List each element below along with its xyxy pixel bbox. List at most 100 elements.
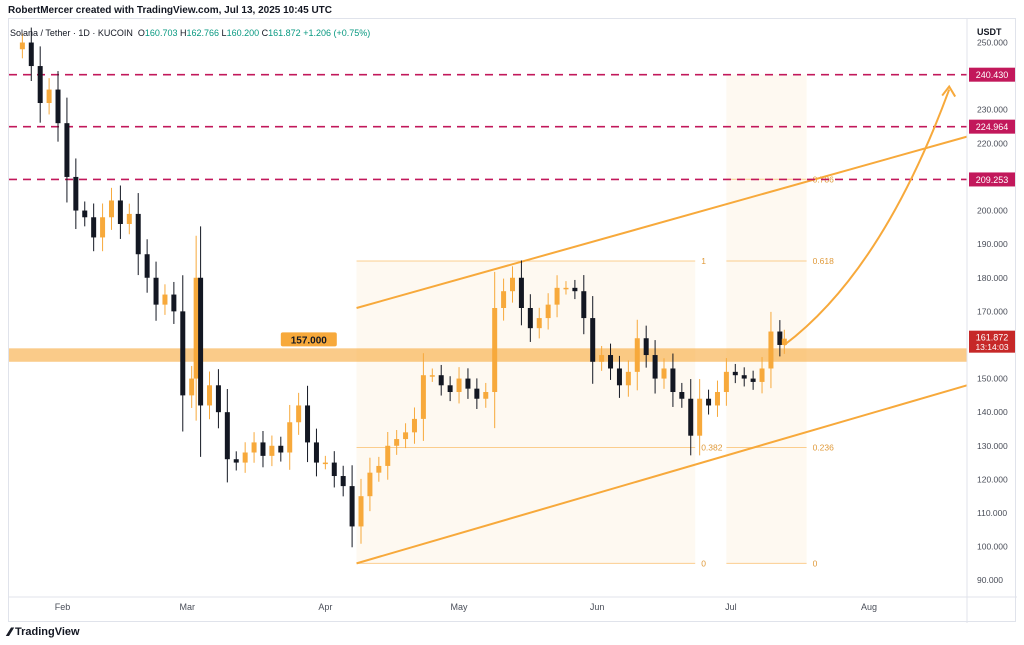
tradingview-logo-icon: ⁄⁄⁄ xyxy=(8,625,12,639)
y-tick-label: 200.000 xyxy=(977,206,1008,216)
candle-body xyxy=(625,371,631,386)
y-tick-label: 100.000 xyxy=(977,542,1008,552)
y-tick-label: 90.000 xyxy=(977,575,1003,585)
candle-body xyxy=(536,318,542,329)
candle-body xyxy=(714,392,720,406)
price-tag-label: 224.964 xyxy=(976,122,1009,132)
x-tick-label: Jun xyxy=(590,602,605,612)
candle-body xyxy=(518,277,524,308)
channel-lower-line xyxy=(356,384,968,565)
candle-body xyxy=(376,465,382,473)
close-value: 161.872 xyxy=(268,28,301,38)
candle-body xyxy=(420,375,426,419)
candle-body xyxy=(46,89,52,104)
price-tag-label: 240.430 xyxy=(976,70,1009,80)
candle-body xyxy=(207,385,213,406)
price-tag-label: 209.253 xyxy=(976,175,1009,185)
candle-body xyxy=(492,308,498,393)
candle-body xyxy=(643,338,649,356)
candle-body xyxy=(590,318,596,362)
candle-body xyxy=(554,287,560,305)
candle-body xyxy=(661,368,667,379)
candle-body xyxy=(349,486,355,527)
candle-body xyxy=(162,294,168,305)
high-label: H xyxy=(179,28,187,38)
candle-body xyxy=(616,368,622,386)
candle-body xyxy=(322,462,328,465)
candle-body xyxy=(679,392,685,399)
candle-body xyxy=(296,405,302,423)
fib-left-zone xyxy=(356,260,696,564)
candle-body xyxy=(385,445,391,466)
candle-body xyxy=(193,277,199,379)
y-tick-label: 140.000 xyxy=(977,407,1008,417)
close-label: C xyxy=(261,28,269,38)
candle-body xyxy=(465,378,471,389)
candle-body xyxy=(135,213,141,255)
x-tick-label: Feb xyxy=(55,602,71,612)
chart-credit: RobertMercer created with TradingView.co… xyxy=(8,5,333,16)
candle-body xyxy=(215,385,221,413)
candle-body xyxy=(759,368,765,382)
candle-body xyxy=(108,200,114,218)
countdown-label: 13:14:03 xyxy=(975,342,1008,352)
current-price-label: 161.872 xyxy=(976,333,1009,343)
change-value: +1.206 (+0.75%) xyxy=(303,28,371,38)
candle-body xyxy=(287,422,293,453)
price-tag-box xyxy=(969,172,1015,187)
x-tick-label: Mar xyxy=(179,602,195,612)
candle-body xyxy=(456,378,462,393)
y-tick-label: 110.000 xyxy=(977,508,1007,518)
high-value: 162.766 xyxy=(186,28,220,38)
fib-level-label: 0.382 xyxy=(701,442,723,452)
candle-body xyxy=(28,42,34,67)
candle-body xyxy=(73,176,79,211)
candle-body xyxy=(572,287,578,292)
candle-body xyxy=(242,452,248,463)
y-tick-label: 190.000 xyxy=(977,239,1008,249)
candle-body xyxy=(741,375,747,379)
candle-body xyxy=(438,375,444,386)
candle-body xyxy=(153,277,159,305)
x-tick-label: May xyxy=(451,602,469,612)
x-tick-label: Aug xyxy=(861,602,877,612)
candle-body xyxy=(117,200,123,224)
candle-body xyxy=(670,368,676,393)
candle-body xyxy=(55,89,61,124)
candle-body xyxy=(768,331,774,369)
candle-body xyxy=(198,277,204,406)
candle-body xyxy=(64,123,70,177)
price-chart[interactable]: 10.38200.7860.6180.2360157.000USDT90.000… xyxy=(9,19,1017,623)
candle-body xyxy=(732,371,738,376)
candle-body xyxy=(563,287,569,290)
candle-body xyxy=(688,398,694,436)
currency-label: USDT xyxy=(977,27,1002,37)
candle-body xyxy=(278,445,284,453)
candle-body xyxy=(305,405,311,443)
chart-panel[interactable]: 1 0.382 0 0.786 0.618 0.236 0 157.000 USDT 90.000… xyxy=(8,18,1017,623)
candle-body xyxy=(483,392,489,399)
candle-body xyxy=(777,331,783,345)
y-tick-label: 220.000 xyxy=(977,138,1008,148)
candle-body xyxy=(340,476,346,487)
price-tag-box xyxy=(969,119,1015,134)
x-tick-label: Apr xyxy=(318,602,332,612)
y-tick-label: 250.000 xyxy=(977,38,1008,48)
candle-body xyxy=(313,442,319,463)
arrowhead-icon xyxy=(941,84,957,98)
candle-body xyxy=(608,355,614,369)
candle-body xyxy=(180,311,186,396)
candle-body xyxy=(331,462,337,477)
fib-level-label: 0.236 xyxy=(813,442,835,452)
support-label-box xyxy=(280,332,337,347)
candle-body xyxy=(429,375,435,377)
fib-level-label: 0.618 xyxy=(813,256,835,266)
candle-body xyxy=(224,412,230,460)
candle-body xyxy=(447,385,453,393)
low-label: L xyxy=(221,28,227,38)
candle-body xyxy=(403,432,409,440)
candle-body xyxy=(269,445,275,456)
candle-body xyxy=(750,378,756,382)
footer-brand[interactable]: ⁄⁄⁄ TradingView xyxy=(8,625,80,639)
candle-body xyxy=(144,254,150,278)
